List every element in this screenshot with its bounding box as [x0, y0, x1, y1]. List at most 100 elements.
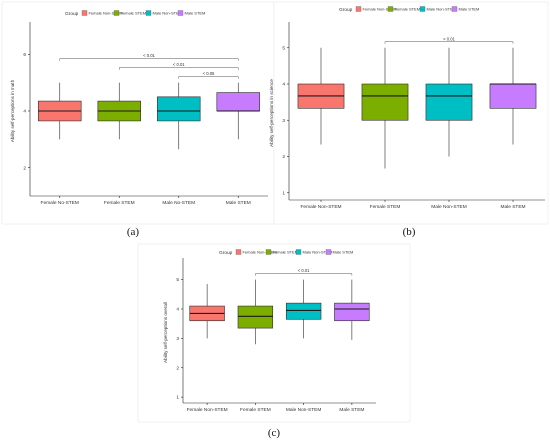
x-tick-label: Female STEM: [370, 204, 401, 210]
y-axis-label: Ability self-perceptions in science: [269, 79, 274, 147]
x-tick-label: Male STEM: [339, 407, 364, 413]
y-tick-label: 1: [176, 395, 179, 401]
box-body: [489, 83, 537, 109]
legend-swatch: [265, 249, 272, 255]
chart-panel-2: 1 2 3 4 5 Ability self-perceptions in science…: [269, 1, 549, 238]
legend-title: Group: [339, 7, 353, 13]
y-tick-label: 4: [176, 307, 179, 313]
legend-label: Female Non-STEM: [243, 250, 277, 255]
legend-label: Male STEM: [459, 7, 480, 12]
legend-label: Male Non-STEM: [303, 250, 333, 255]
panel-caption: (b): [403, 226, 416, 238]
panel-caption: (c): [268, 427, 281, 439]
significance-label: < 0.05: [203, 71, 215, 76]
box-1: [38, 82, 82, 140]
legend-label: Female STEM: [395, 7, 421, 12]
box-2: [361, 47, 409, 169]
box-body: [285, 302, 322, 320]
y-tick-label: 4: [23, 109, 26, 115]
y-tick-label: 4: [282, 82, 285, 88]
legend-label: Male STEM: [185, 11, 206, 16]
x-tick-label: Female Non-STEM: [187, 407, 228, 413]
x-tick-label: Male Non-STEM: [286, 407, 321, 413]
box-3: [285, 279, 322, 339]
x-tick-label: Female Non-STEM: [300, 204, 341, 210]
bracket-line: [178, 76, 239, 79]
legend-label: Male STEM: [333, 250, 354, 255]
x-tick-label: Female No-STEM: [41, 200, 79, 206]
box-2: [97, 82, 141, 140]
legend-label: Female Non-STEM: [363, 7, 397, 12]
panel-frame: [273, 1, 549, 225]
legend-swatch: [387, 6, 394, 12]
legend-swatch: [177, 10, 184, 16]
legend-swatch: [355, 6, 362, 12]
panel-caption: (a): [127, 226, 140, 238]
y-tick-label: 6: [23, 52, 26, 58]
legend-swatch: [419, 6, 426, 12]
y-tick-label: 2: [282, 154, 285, 160]
box-1: [297, 47, 345, 145]
x-tick-label: Female STEM: [240, 407, 271, 413]
y-axis-label: Ability self-perceptions overall: [163, 302, 168, 363]
legend-title: Group: [219, 250, 233, 256]
legend-label: Female Non-STEM: [89, 11, 123, 16]
x-tick-label: Male No-STEM: [162, 200, 195, 206]
box-4: [216, 82, 260, 140]
y-tick-label: 2: [23, 165, 26, 171]
box-body: [334, 302, 370, 322]
x-tick-label: Female STEM: [104, 200, 135, 206]
box-body: [157, 96, 201, 122]
significance-bracket: < 0.01: [384, 36, 514, 44]
y-tick-label: 1: [282, 190, 285, 196]
y-tick-label: 3: [282, 118, 285, 124]
legend-swatch: [325, 249, 332, 255]
y-tick-label: 2: [176, 365, 179, 371]
y-tick-label: 3: [176, 336, 179, 342]
legend-swatch: [81, 10, 88, 16]
box-body: [425, 83, 473, 121]
box-3: [425, 47, 473, 157]
legend-swatch: [295, 249, 302, 255]
legend-swatch: [113, 10, 120, 16]
legend-swatch: [235, 249, 242, 255]
x-tick-label: Male Non-STEM: [431, 204, 466, 210]
x-tick-label: Male STEM: [226, 200, 251, 206]
significance-label: < 0.01: [143, 53, 155, 58]
x-tick-label: Male STEM: [500, 204, 525, 210]
legend-label: Female STEM: [273, 250, 299, 255]
legend-swatch: [451, 6, 458, 12]
bracket-line: [384, 41, 514, 44]
box-body: [361, 83, 409, 121]
legend-label: Female STEM: [121, 11, 147, 16]
chart-panel-3: 1 2 3 4 5 Ability self-perceptions overall Fem…: [137, 243, 411, 439]
box-3: [157, 82, 201, 150]
legend-swatch: [145, 10, 152, 16]
y-axis-label: Ability self-perceptions in math: [10, 79, 15, 142]
significance-label: < 0.01: [443, 36, 455, 41]
significance-bracket: < 0.01: [59, 53, 239, 61]
significance-label: < 0.01: [298, 268, 310, 273]
legend-label: Male Non-STEM: [153, 11, 183, 16]
bracket-line: [255, 273, 353, 276]
box-4: [489, 47, 537, 145]
significance-bracket: < 0.01: [255, 268, 353, 276]
box-body: [237, 305, 274, 329]
y-tick-label: 5: [176, 277, 179, 283]
significance-bracket: < 0.05: [178, 71, 239, 79]
legend-label: Male Non-STEM: [427, 7, 457, 12]
box-body: [216, 92, 260, 112]
y-tick-label: 5: [282, 45, 285, 51]
box-1: [189, 284, 225, 339]
box-2: [237, 279, 274, 345]
bracket-line: [119, 67, 239, 70]
legend-title: Group: [65, 11, 79, 17]
chart-panel-1: 2 4 6 Ability self-perceptions in math Femal…: [1, 1, 275, 238]
bracket-line: [59, 58, 239, 61]
significance-bracket: < 0.01: [119, 62, 239, 70]
significance-label: < 0.01: [173, 62, 185, 67]
